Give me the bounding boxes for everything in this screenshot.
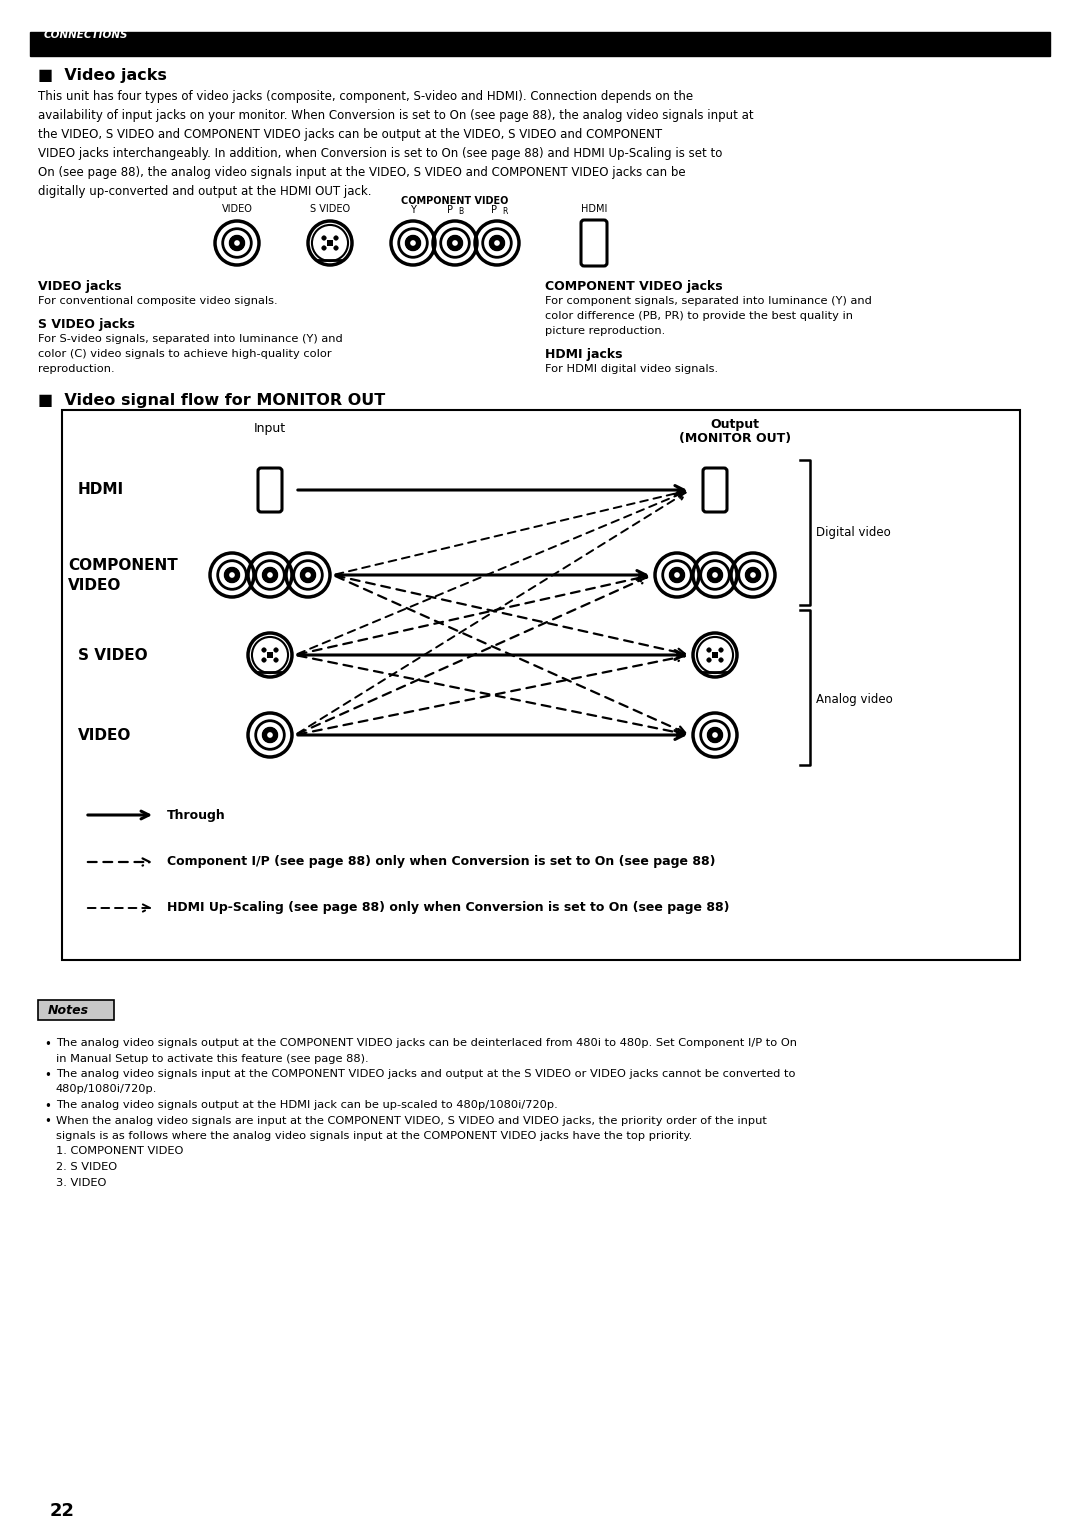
Bar xyxy=(30,32,1050,56)
Text: On (see page 88), the analog video signals input at the VIDEO, S VIDEO and COMPO: On (see page 88), the analog video signa… xyxy=(38,166,686,179)
Text: HDMI jacks: HDMI jacks xyxy=(545,348,622,362)
Text: availability of input jacks on your monitor. When Conversion is set to On (see p: availability of input jacks on your moni… xyxy=(38,108,754,122)
Text: For conventional composite video signals.: For conventional composite video signals… xyxy=(38,296,278,307)
Circle shape xyxy=(706,658,712,662)
Text: R: R xyxy=(502,208,508,217)
Text: The analog video signals output at the COMPONENT VIDEO jacks can be deinterlaced: The analog video signals output at the C… xyxy=(56,1038,797,1048)
Text: ■  Video jacks: ■ Video jacks xyxy=(38,69,167,82)
Text: VIDEO jacks interchangeably. In addition, when Conversion is set to On (see page: VIDEO jacks interchangeably. In addition… xyxy=(38,146,723,160)
Text: VIDEO jacks: VIDEO jacks xyxy=(38,279,121,293)
Text: Component I/P (see page 88) only when Conversion is set to On (see page 88): Component I/P (see page 88) only when Co… xyxy=(167,856,715,868)
Text: For S-video signals, separated into luminance (Y) and: For S-video signals, separated into lumi… xyxy=(38,334,342,343)
Text: Notes: Notes xyxy=(48,1004,90,1016)
Text: color (C) video signals to achieve high-quality color: color (C) video signals to achieve high-… xyxy=(38,349,332,359)
Text: COMPONENT VIDEO jacks: COMPONENT VIDEO jacks xyxy=(545,279,723,293)
Circle shape xyxy=(261,649,266,652)
Text: signals is as follows where the analog video signals input at the COMPONENT VIDE: signals is as follows where the analog v… xyxy=(56,1131,692,1141)
Circle shape xyxy=(261,658,266,662)
Circle shape xyxy=(322,246,326,250)
Text: S VIDEO: S VIDEO xyxy=(78,647,148,662)
Text: digitally up-converted and output at the HDMI OUT jack.: digitally up-converted and output at the… xyxy=(38,185,372,198)
Text: VIDEO: VIDEO xyxy=(78,728,132,743)
Circle shape xyxy=(322,237,326,240)
Text: the VIDEO, S VIDEO and COMPONENT VIDEO jacks can be output at the VIDEO, S VIDEO: the VIDEO, S VIDEO and COMPONENT VIDEO j… xyxy=(38,128,662,140)
Text: Analog video: Analog video xyxy=(816,693,893,707)
Text: •: • xyxy=(44,1038,51,1051)
Bar xyxy=(327,240,333,246)
Text: HDMI: HDMI xyxy=(581,204,607,214)
Text: •: • xyxy=(44,1070,51,1082)
Text: HDMI Up-Scaling (see page 88) only when Conversion is set to On (see page 88): HDMI Up-Scaling (see page 88) only when … xyxy=(167,902,729,914)
Text: COMPONENT: COMPONENT xyxy=(68,557,178,572)
Text: Input: Input xyxy=(254,423,286,435)
Circle shape xyxy=(274,649,279,652)
Text: CONNECTIONS: CONNECTIONS xyxy=(44,31,129,40)
Text: ■  Video signal flow for MONITOR OUT: ■ Video signal flow for MONITOR OUT xyxy=(38,394,386,407)
Text: VIDEO: VIDEO xyxy=(68,577,121,592)
Text: •: • xyxy=(44,1100,51,1112)
Text: For component signals, separated into luminance (Y) and: For component signals, separated into lu… xyxy=(545,296,872,307)
Bar xyxy=(38,1000,114,1019)
Text: color difference (PB, PR) to provide the best quality in: color difference (PB, PR) to provide the… xyxy=(545,311,853,320)
Text: S VIDEO: S VIDEO xyxy=(310,204,350,214)
Text: 22: 22 xyxy=(50,1502,75,1520)
Text: B: B xyxy=(458,208,463,217)
Text: Digital video: Digital video xyxy=(816,526,891,539)
Text: 480p/1080i/720p.: 480p/1080i/720p. xyxy=(56,1085,158,1094)
Bar xyxy=(712,652,718,658)
Bar xyxy=(62,410,1020,960)
Text: HDMI: HDMI xyxy=(78,482,124,497)
Circle shape xyxy=(706,649,712,652)
Text: 1. COMPONENT VIDEO: 1. COMPONENT VIDEO xyxy=(56,1146,184,1157)
Text: This unit has four types of video jacks (composite, component, S-video and HDMI): This unit has four types of video jacks … xyxy=(38,90,693,102)
Text: When the analog video signals are input at the COMPONENT VIDEO, S VIDEO and VIDE: When the analog video signals are input … xyxy=(56,1116,767,1126)
Circle shape xyxy=(334,237,338,240)
Bar xyxy=(267,652,273,658)
Text: P: P xyxy=(447,204,453,215)
Text: (MONITOR OUT): (MONITOR OUT) xyxy=(679,432,791,446)
Text: picture reproduction.: picture reproduction. xyxy=(545,327,665,336)
Text: The analog video signals output at the HDMI jack can be up-scaled to 480p/1080i/: The analog video signals output at the H… xyxy=(56,1100,557,1109)
Text: 2. S VIDEO: 2. S VIDEO xyxy=(56,1161,117,1172)
Circle shape xyxy=(334,246,338,250)
Text: For HDMI digital video signals.: For HDMI digital video signals. xyxy=(545,365,718,374)
Circle shape xyxy=(719,649,724,652)
Text: Through: Through xyxy=(167,809,226,821)
Circle shape xyxy=(719,658,724,662)
Text: The analog video signals input at the COMPONENT VIDEO jacks and output at the S : The analog video signals input at the CO… xyxy=(56,1070,796,1079)
Text: in Manual Setup to activate this feature (see page 88).: in Manual Setup to activate this feature… xyxy=(56,1053,368,1064)
Text: Output: Output xyxy=(711,418,759,430)
Text: 3. VIDEO: 3. VIDEO xyxy=(56,1178,106,1187)
Text: Y: Y xyxy=(410,204,416,215)
Circle shape xyxy=(274,658,279,662)
Text: •: • xyxy=(44,1116,51,1129)
Text: VIDEO: VIDEO xyxy=(221,204,253,214)
Text: P: P xyxy=(491,204,497,215)
Text: reproduction.: reproduction. xyxy=(38,365,114,374)
Text: S VIDEO jacks: S VIDEO jacks xyxy=(38,317,135,331)
Text: COMPONENT VIDEO: COMPONENT VIDEO xyxy=(402,195,509,206)
